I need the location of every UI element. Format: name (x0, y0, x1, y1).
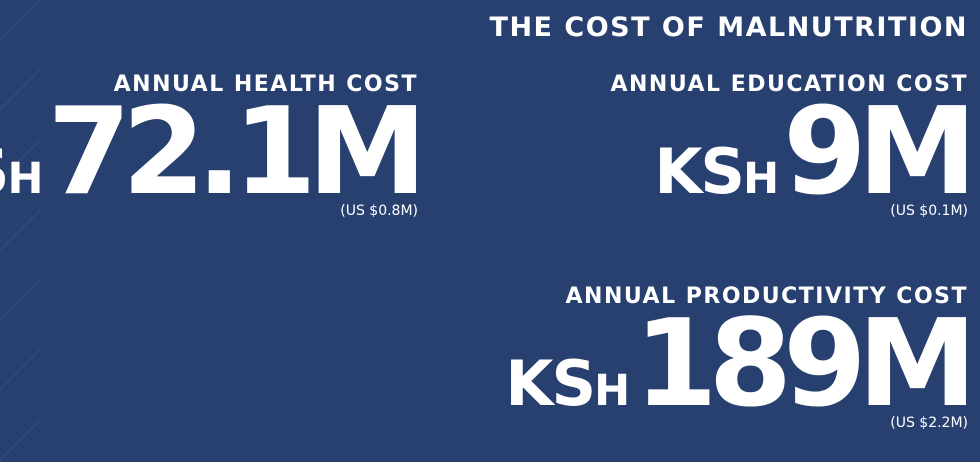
currency: KSh (0, 135, 43, 208)
cost-value: KSh189M (505, 305, 977, 425)
cost-label: ANNUAL PRODUCTIVITY COST (565, 284, 968, 309)
cost-label: ANNUAL HEALTH COST (113, 72, 418, 97)
cost-value: KSh9M (610, 93, 977, 213)
cost-block: ANNUAL HEALTH COST KSh72.1M (US $0.8M) (0, 72, 427, 219)
cost-block: ANNUAL PRODUCTIVITY COST KSh189M (US $2.… (505, 284, 977, 431)
usd-amount: (US $0.8M) (340, 203, 418, 219)
cost-value: KSh72.1M (0, 93, 427, 213)
decoration (0, 0, 41, 461)
cost-block: ANNUAL EDUCATION COST KSh9M (US $0.1M) (610, 72, 977, 219)
amount: 9M (783, 83, 977, 222)
cost-label: ANNUAL EDUCATION COST (610, 72, 968, 97)
usd-amount: (US $0.1M) (890, 203, 968, 219)
currency: KSh (654, 135, 779, 208)
amount: 189M (634, 295, 977, 434)
currency: KSh (505, 347, 630, 420)
usd-amount: (US $2.2M) (890, 415, 968, 431)
title: THE COST OF MALNUTRITION (489, 12, 968, 43)
amount: 72.1M (47, 83, 427, 222)
